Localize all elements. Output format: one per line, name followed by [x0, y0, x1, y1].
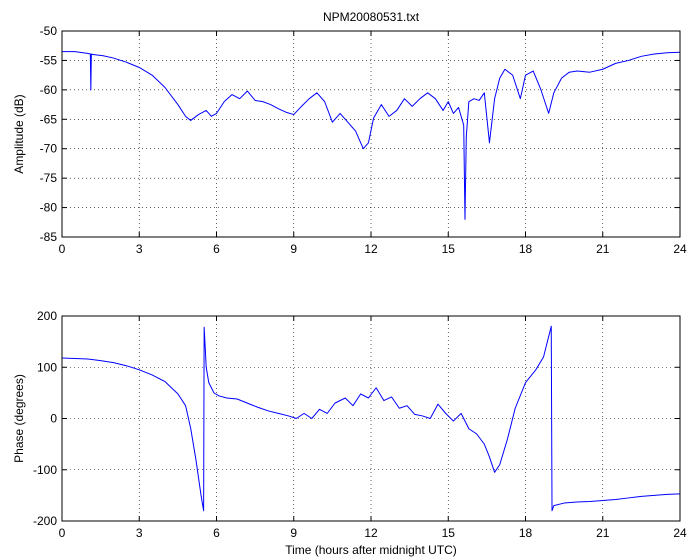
- amplitude-ylabel: Amplitude (dB): [12, 94, 26, 173]
- phase-ylabel: Phase (degrees): [12, 374, 26, 463]
- amplitude-series-line: [62, 51, 681, 220]
- amplitude-xtick-label: 24: [673, 242, 687, 256]
- amplitude-xtick-label: 9: [290, 242, 297, 256]
- phase-xtick-label: 9: [290, 526, 297, 540]
- amplitude-xtick-label: 6: [213, 242, 220, 256]
- phase-plot: 0 3 6 9 12 15 18 21 24 -200 -100 0 100 200 Phase (degr…: [12, 309, 687, 557]
- phase-ytick-label: 100: [37, 360, 57, 374]
- phase-xtick-label: 6: [213, 526, 220, 540]
- amplitude-xtick-label: 18: [519, 242, 533, 256]
- amplitude-xtick-label: 15: [442, 242, 456, 256]
- phase-series-line: [61, 325, 681, 512]
- phase-xtick-label: 15: [442, 526, 456, 540]
- amplitude-ytick-label: -55: [40, 53, 58, 67]
- amplitude-xtick-label: 21: [596, 242, 610, 256]
- amplitude-plot: 0 3 6 9 12 15 18 21 24 -85 -80 -75 -70 -65 -60 -55 -50 NP…: [12, 10, 687, 256]
- phase-xtick-label: 21: [596, 526, 610, 540]
- phase-ytick-label: -100: [33, 463, 57, 477]
- phase-ytick-label: 0: [50, 412, 57, 426]
- amplitude-ytick-label: -50: [40, 24, 58, 38]
- amplitude-ytick-label: -80: [40, 201, 58, 215]
- phase-xtick-label: 18: [519, 526, 533, 540]
- amplitude-ytick-label: -65: [40, 112, 58, 126]
- phase-xtick-label: 3: [136, 526, 143, 540]
- amplitude-xtick-label: 12: [364, 242, 378, 256]
- phase-xtick-label: 0: [59, 526, 66, 540]
- amplitude-ytick-label: -75: [40, 171, 58, 185]
- amplitude-ytick-label: -85: [40, 230, 58, 244]
- amplitude-ytick-label: -70: [40, 142, 58, 156]
- amplitude-xtick-label: 0: [59, 242, 66, 256]
- phase-ytick-label: -200: [33, 514, 57, 528]
- phase-xlabel: Time (hours after midnight UTC): [285, 543, 457, 557]
- phase-xtick-label: 12: [364, 526, 378, 540]
- phase-ytick-label: 200: [37, 309, 57, 323]
- amplitude-chart-title: NPM20080531.txt: [323, 10, 420, 24]
- amplitude-ytick-label: -60: [40, 83, 58, 97]
- amplitude-xtick-label: 3: [136, 242, 143, 256]
- phase-xtick-label: 24: [673, 526, 687, 540]
